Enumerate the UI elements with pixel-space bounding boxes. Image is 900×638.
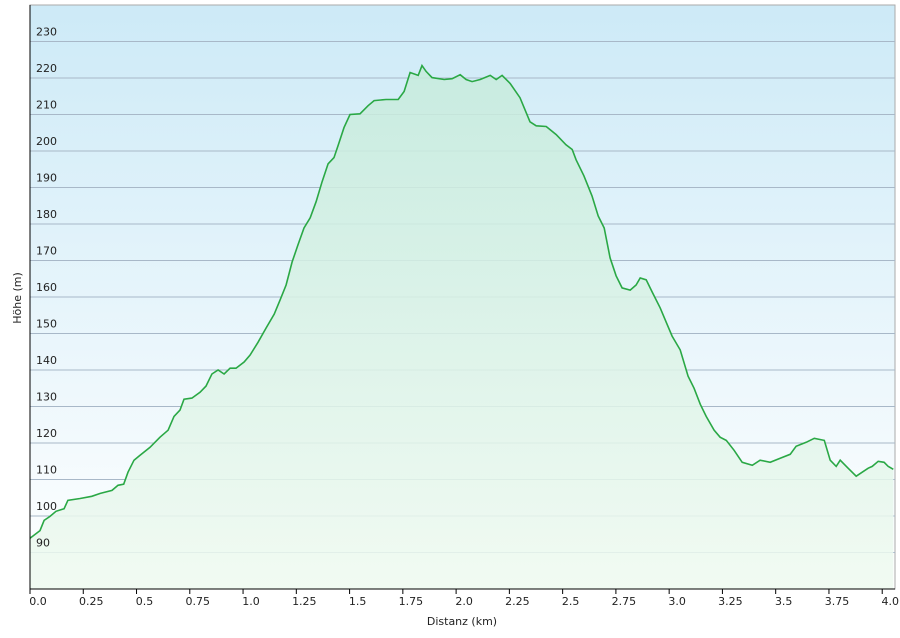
x-tick-label: 1.5 xyxy=(349,595,367,608)
area xyxy=(30,65,894,590)
y-tick-label: 150 xyxy=(36,318,57,331)
x-tick-label: 1.25 xyxy=(292,595,317,608)
x-tick-label: 3.25 xyxy=(718,595,743,608)
y-tick-label: 110 xyxy=(36,464,57,477)
y-tick-label: 90 xyxy=(36,537,50,550)
x-tick-label: 4.0 xyxy=(881,595,899,608)
x-tick-label: 0.75 xyxy=(186,595,211,608)
x-tick-label: 0.5 xyxy=(136,595,154,608)
y-tick-label: 140 xyxy=(36,354,57,367)
x-tick-label: 3.75 xyxy=(825,595,850,608)
x-tick-label: 2.75 xyxy=(612,595,637,608)
y-tick-label: 120 xyxy=(36,427,57,440)
y-tick-label: 220 xyxy=(36,62,57,75)
y-tick-label: 170 xyxy=(36,245,57,258)
y-tick-label: 160 xyxy=(36,281,57,294)
x-tick-label: 2.5 xyxy=(562,595,580,608)
y-tick-label: 180 xyxy=(36,208,57,221)
x-axis-label: Distanz (km) xyxy=(427,615,497,628)
y-tick-label: 100 xyxy=(36,500,57,513)
y-tick-label: 200 xyxy=(36,135,57,148)
x-tick-label: 0.0 xyxy=(29,595,47,608)
y-tick-label: 130 xyxy=(36,391,57,404)
x-tick-label: 3.0 xyxy=(668,595,686,608)
y-axis-label: Höhe (m) xyxy=(11,272,24,324)
x-tick-label: 0.25 xyxy=(79,595,104,608)
y-tick-label: 230 xyxy=(36,26,57,39)
x-tick-label: 3.5 xyxy=(775,595,793,608)
y-tick-label: 190 xyxy=(36,172,57,185)
y-tick-label: 210 xyxy=(36,99,57,112)
x-tick-label: 2.0 xyxy=(455,595,473,608)
line xyxy=(29,63,894,539)
x-tick-label: 1.0 xyxy=(242,595,260,608)
x-tick-label: 2.25 xyxy=(505,595,530,608)
x-tick-label: 1.75 xyxy=(399,595,424,608)
